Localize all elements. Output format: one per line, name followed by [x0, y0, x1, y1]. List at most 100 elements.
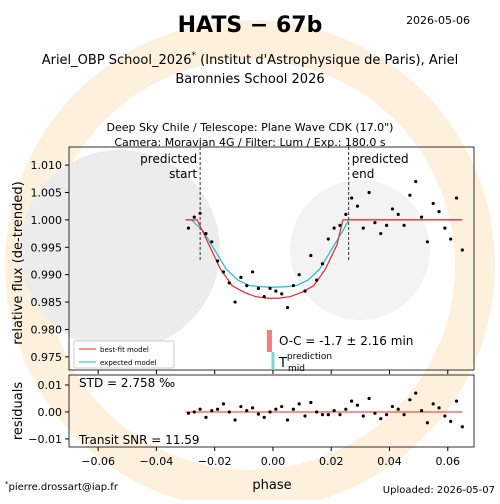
y-tick-label: 1.000: [31, 214, 63, 227]
residual-point: [361, 414, 365, 418]
residual-point: [384, 413, 389, 417]
data-point: [367, 190, 371, 195]
data-point: [344, 212, 348, 216]
residual-point: [373, 411, 377, 415]
data-point: [285, 305, 290, 310]
data-point: [227, 281, 231, 285]
residual-point: [344, 407, 348, 411]
residual-point: [338, 413, 342, 417]
y-tick-label: 0.975: [31, 351, 63, 364]
residual-point: [268, 410, 272, 414]
residual-point: [460, 425, 464, 429]
residual-point: [215, 407, 220, 411]
residual-point: [443, 414, 447, 418]
residual-point: [250, 406, 255, 410]
x-tick-label: 0.04: [377, 455, 402, 468]
residual-point: [350, 399, 354, 403]
snr-text: Transit SNR = 11.59: [78, 433, 200, 447]
std-text: STD = 2.758 ‰: [79, 376, 175, 390]
data-point: [309, 253, 313, 258]
data-point: [431, 201, 435, 206]
data-point: [402, 223, 406, 227]
y-tick-label: −0.01: [28, 433, 62, 446]
residual-point: [245, 408, 249, 413]
data-point: [350, 196, 354, 200]
residual-point: [320, 413, 325, 417]
data-point: [186, 226, 191, 230]
date: 2026-05-06: [406, 14, 470, 27]
x-axis-label: phase: [252, 478, 291, 493]
footnote-mark: *: [5, 480, 9, 488]
y-tick-label: 0.01: [38, 379, 63, 392]
residual-point: [402, 413, 406, 417]
data-point: [274, 289, 278, 293]
subtitle-mark: *: [192, 51, 197, 61]
watermark-disc: [290, 180, 430, 320]
data-point: [384, 223, 389, 227]
data-point: [204, 231, 208, 236]
x-tick-label: −0.04: [140, 455, 174, 468]
data-point: [256, 286, 260, 290]
residual-point: [204, 415, 208, 419]
data-point: [361, 226, 365, 230]
plot-title: Deep Sky Chile / Telescope: Plane Wave C…: [107, 121, 394, 134]
y-tick-label: 1.005: [31, 186, 63, 199]
subtitle-text: (Institut d'Astrophysique de Paris), Ari…: [196, 53, 458, 68]
footnote-text: pierre.drossart@iap.fr: [9, 482, 119, 493]
oc-text: O-C = -1.7 ± 2.16 min: [279, 334, 413, 348]
data-point: [233, 300, 237, 304]
residual-point: [315, 410, 319, 414]
legend-label: best-fit model: [100, 346, 149, 354]
residual-point: [210, 408, 214, 413]
plot-frame: [68, 374, 475, 448]
chart-title: HATS − 67b: [178, 13, 323, 38]
data-point: [396, 212, 400, 216]
tmid-sub: mid: [288, 364, 305, 374]
data-point: [303, 289, 307, 293]
data-point: [332, 226, 336, 230]
data-point: [268, 286, 272, 290]
residual-point: [291, 407, 295, 411]
residual-point: [454, 399, 459, 403]
tmid-main: T: [278, 356, 287, 371]
data-point: [245, 284, 249, 288]
predicted-label: predicted: [140, 152, 197, 166]
data-point: [449, 237, 453, 241]
data-point: [437, 210, 441, 214]
data-point: [460, 248, 464, 252]
residual-point: [414, 391, 418, 395]
data-point: [454, 196, 459, 200]
residual-point: [309, 400, 313, 405]
data-point: [414, 179, 418, 184]
residual-point: [449, 419, 453, 423]
data-point: [443, 226, 447, 230]
watermark-disc: [20, 150, 220, 350]
data-point: [297, 273, 301, 277]
model-line: [185, 219, 463, 288]
tmid-prediction-bar: [271, 352, 275, 370]
tmid-sup: prediction: [287, 352, 332, 362]
y-axis-label: relative flux (de-trended): [11, 181, 26, 344]
data-point: [379, 231, 383, 236]
legend-label: expected model: [100, 359, 156, 367]
residual-point: [274, 407, 278, 411]
residual-point: [431, 402, 435, 406]
subtitle: Ariel_OBP School_2026* (Institut d'Astro…: [42, 51, 459, 68]
data-point: [425, 240, 429, 244]
residual-point: [280, 404, 284, 409]
residual-point: [355, 403, 360, 407]
residual-point: [390, 404, 395, 409]
data-point: [315, 278, 319, 282]
model-line: [185, 219, 463, 299]
residual-point: [425, 421, 429, 425]
data-point: [280, 292, 284, 296]
data-point: [221, 270, 226, 274]
x-tick-label: 0.02: [319, 455, 344, 468]
y-tick-label: 0.985: [31, 296, 63, 309]
data-point: [198, 211, 202, 215]
x-tick-label: 0.00: [261, 455, 286, 468]
data-point: [215, 259, 220, 263]
residual-point: [233, 418, 237, 422]
uploaded: Uploaded: 2026-05-07: [383, 485, 495, 496]
residual-point: [221, 402, 226, 406]
